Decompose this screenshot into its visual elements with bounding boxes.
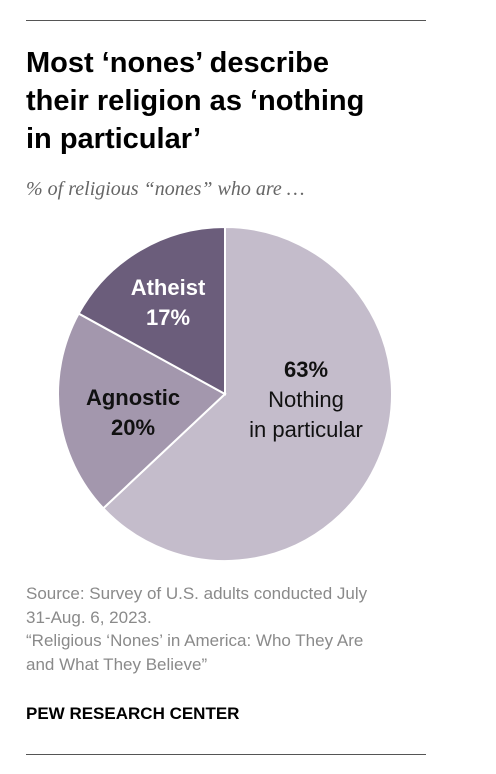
pie-slice-agnostic: [57, 312, 227, 510]
pie-slices: [57, 225, 393, 562]
chart-title-line: Most ‘nones’ describe: [26, 47, 329, 79]
source-line: “Religious ‘Nones’ in America: Who They …: [26, 631, 364, 650]
bottom-rule: [26, 754, 426, 755]
slice-name-label-atheist: Atheist: [131, 275, 206, 300]
chart-title-line: their religion as ‘nothing: [26, 85, 365, 117]
pie-slice-atheist: [77, 225, 226, 396]
chart-subtitle: % of religious “nones” who are …: [26, 178, 305, 200]
top-rule: [26, 20, 426, 21]
chart-title: Most ‘nones’ describe their religion as …: [26, 44, 446, 158]
slice-value-label-nothing-in-particular: 63%: [284, 357, 328, 382]
source-note: Source: Survey of U.S. adults conducted …: [26, 582, 436, 676]
pie-slice-nothing-in-particular: [101, 225, 393, 562]
source-line: Source: Survey of U.S. adults conducted …: [26, 584, 368, 603]
slice-value-label-atheist: 17%: [146, 305, 190, 330]
slice-value-label-agnostic: 20%: [111, 415, 155, 440]
slice-name-label-nothing-in-particular: in particular: [249, 417, 363, 442]
source-line: 31-Aug. 6, 2023.: [26, 607, 152, 627]
slice-name-label-agnostic: Agnostic: [86, 385, 180, 410]
chart-title-line: in particular’: [26, 123, 202, 155]
slice-name-label-nothing-in-particular: Nothing: [268, 387, 344, 412]
pie-labels: 63% Nothing in particular Agnostic 20% Atheis…: [86, 275, 363, 442]
source-line: and What They Believe”: [26, 654, 208, 674]
pew-research-center-logo: PEW RESEARCH CENTER: [26, 704, 240, 723]
